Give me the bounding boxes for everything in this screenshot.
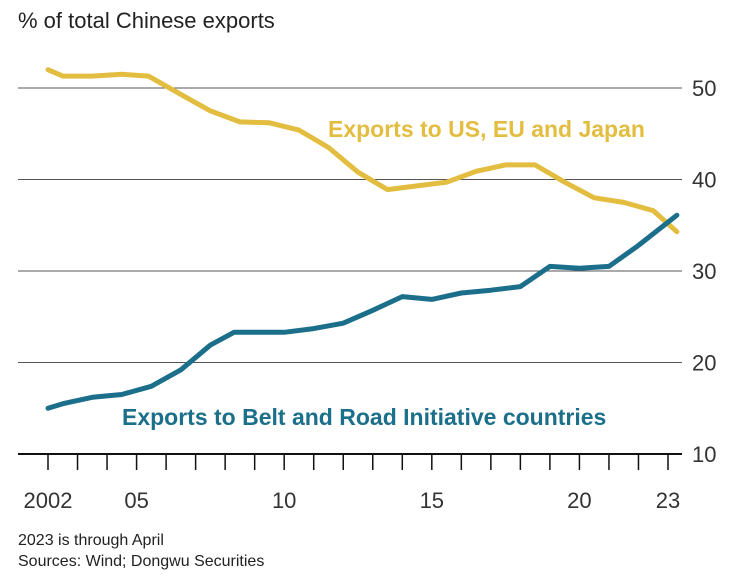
chart-subtitle: % of total Chinese exports — [18, 8, 275, 33]
sources: Sources: Wind; Dongwu Securities — [18, 553, 265, 570]
series-label-belt-and-road: Exports to Belt and Road Initiative coun… — [122, 404, 606, 430]
series-line-belt-and-road — [45, 212, 680, 411]
series-label-us-eu-japan: Exports to US, EU and Japan — [328, 116, 645, 142]
y-tick-label: 40 — [692, 168, 716, 193]
x-tick-label: 15 — [420, 488, 444, 513]
y-tick-label: 10 — [692, 442, 716, 467]
x-tick-label: 20 — [567, 488, 591, 513]
series-line-us-eu-japan — [45, 67, 680, 235]
x-axis-ticks: 2002 05 10 15 20 23 — [24, 454, 680, 513]
x-tick-label: 2002 — [24, 488, 73, 513]
y-tick-label: 50 — [692, 76, 716, 101]
x-tick-label: 10 — [272, 488, 296, 513]
y-tick-label: 30 — [692, 259, 716, 284]
x-tick-label: 23 — [656, 488, 680, 513]
gridlines — [18, 87, 682, 455]
series-lines — [45, 67, 680, 411]
x-tick-label: 05 — [124, 488, 148, 513]
y-tick-label: 20 — [692, 351, 716, 376]
y-axis-tick-labels: 50 40 30 20 10 — [692, 76, 716, 467]
footnote: 2023 is through April — [18, 532, 164, 549]
